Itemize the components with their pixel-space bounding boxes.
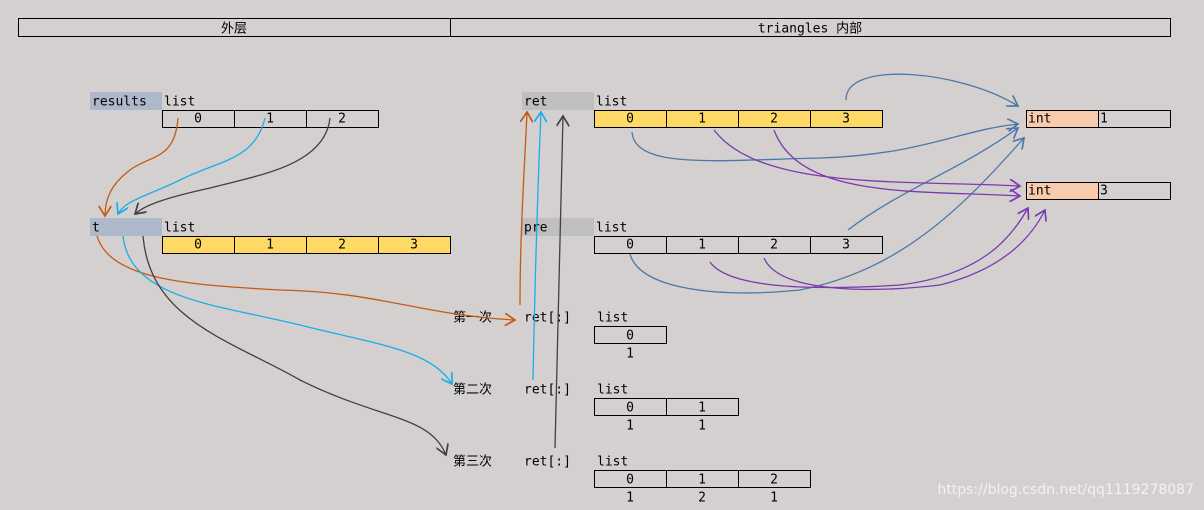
type: list	[597, 383, 628, 398]
label-box	[522, 92, 594, 110]
cell	[810, 110, 883, 128]
cell	[594, 326, 667, 344]
cell-index: 0	[626, 473, 634, 488]
cell-index: 0	[626, 238, 634, 253]
cell-value: 1	[626, 419, 634, 434]
cell-index: 3	[842, 112, 850, 127]
cell-index: 2	[338, 112, 346, 127]
label: t	[92, 221, 100, 236]
cell-index: 3	[410, 238, 418, 253]
label-box	[522, 218, 594, 236]
cell-value: 2	[698, 491, 706, 506]
iteration-name: ret[:]	[524, 311, 571, 326]
cell-index: 0	[626, 401, 634, 416]
arrow	[122, 235, 452, 384]
arrow	[847, 128, 1018, 231]
arrow	[96, 235, 515, 320]
iteration-label: 第一次	[453, 310, 492, 326]
header-outer: 外层	[221, 22, 247, 37]
watermark: https://blog.csdn.net/qq1119278087	[937, 482, 1194, 498]
cell-index: 0	[194, 112, 202, 127]
iteration-name: ret[:]	[524, 455, 571, 470]
cell-index: 2	[338, 238, 346, 253]
label-box	[90, 218, 162, 236]
type: list	[164, 95, 195, 110]
arrow	[773, 129, 1020, 196]
arrow	[519, 112, 527, 306]
cell-index: 2	[770, 112, 778, 127]
label-box	[90, 92, 162, 110]
arrow	[142, 235, 446, 455]
arrow	[135, 117, 331, 214]
cell-index: 2	[770, 473, 778, 488]
cell-index: 0	[626, 112, 634, 127]
int-value-box	[1098, 182, 1171, 200]
cell-index: 1	[698, 238, 706, 253]
type: list	[597, 311, 628, 326]
cell-index: 0	[194, 238, 202, 253]
cell-value: 1	[698, 419, 706, 434]
type: list	[596, 221, 627, 236]
cell	[378, 236, 451, 254]
cell-value: 1	[626, 491, 634, 506]
header-inner: triangles 内部	[758, 21, 862, 37]
arrow	[845, 73, 1018, 106]
int-value: 1	[1100, 112, 1108, 127]
cell-index: 1	[698, 473, 706, 488]
iteration-label: 第二次	[453, 382, 492, 398]
arrow	[709, 208, 1028, 289]
cell	[738, 470, 811, 488]
type: list	[596, 95, 627, 110]
arrow	[629, 138, 1024, 294]
cell-index: 1	[266, 112, 274, 127]
header: 外层 triangles 内部	[18, 18, 1171, 37]
cell-value: 1	[626, 347, 634, 362]
int-value: 3	[1100, 184, 1108, 199]
cell-value: 1	[770, 491, 778, 506]
arrows	[96, 73, 1045, 455]
arrow	[554, 116, 563, 449]
cell-index: 3	[842, 238, 850, 253]
label: pre	[524, 221, 548, 236]
iteration-label: 第三次	[453, 454, 492, 470]
arrow	[532, 112, 541, 381]
cell-index: 1	[698, 112, 706, 127]
arrow	[631, 124, 1018, 162]
arrow	[763, 210, 1045, 290]
header-box	[18, 18, 1171, 37]
cell-index: 1	[698, 401, 706, 416]
int-type: int	[1028, 112, 1051, 127]
cell-index: 0	[626, 329, 634, 344]
int-value-box	[1098, 110, 1171, 128]
cell-index: 1	[266, 238, 274, 253]
label: results	[92, 95, 147, 110]
type: list	[164, 221, 195, 236]
arrow	[105, 117, 179, 216]
cell	[810, 236, 883, 254]
arrow	[713, 129, 1020, 186]
iteration-name: ret[:]	[524, 383, 571, 398]
label: ret	[524, 95, 547, 110]
int-type: int	[1028, 184, 1051, 199]
arrow	[118, 117, 266, 214]
cell	[666, 398, 739, 416]
cell	[306, 110, 379, 128]
type: list	[597, 455, 628, 470]
cell-index: 2	[770, 238, 778, 253]
